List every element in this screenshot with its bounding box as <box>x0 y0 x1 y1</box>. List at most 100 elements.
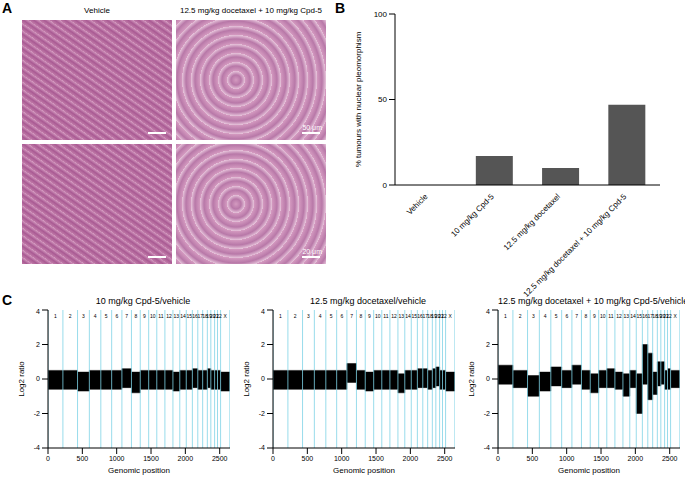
svg-text:2: 2 <box>36 341 40 348</box>
svg-text:12.5 mg/kg docetaxel + 10 mg/k: 12.5 mg/kg docetaxel + 10 mg/kg Cpd-5 <box>521 192 628 299</box>
svg-text:500: 500 <box>76 455 88 462</box>
svg-text:6: 6 <box>340 313 343 319</box>
svg-text:Genomic position: Genomic position <box>108 466 170 475</box>
svg-text:Vehicle: Vehicle <box>405 192 430 217</box>
svg-text:500: 500 <box>526 455 538 462</box>
svg-text:-2: -2 <box>34 410 40 417</box>
svg-text:5: 5 <box>105 313 108 319</box>
svg-text:1500: 1500 <box>593 455 609 462</box>
svg-text:11: 11 <box>608 313 613 319</box>
svg-text:14: 14 <box>180 313 186 319</box>
svg-text:Log2 ratio: Log2 ratio <box>242 361 251 397</box>
svg-text:4: 4 <box>319 313 322 319</box>
svg-text:4: 4 <box>94 313 97 319</box>
svg-text:-4: -4 <box>34 444 40 451</box>
svg-text:0: 0 <box>261 375 265 382</box>
svg-text:X: X <box>449 313 453 319</box>
svg-text:2: 2 <box>294 313 297 319</box>
svg-text:10 mg/kg Cpd-5: 10 mg/kg Cpd-5 <box>449 192 496 239</box>
svg-text:7: 7 <box>350 313 353 319</box>
svg-text:1500: 1500 <box>368 455 384 462</box>
svg-text:22: 22 <box>216 313 222 319</box>
svg-text:14: 14 <box>630 313 636 319</box>
svg-text:0: 0 <box>486 375 490 382</box>
svg-text:2000: 2000 <box>403 455 419 462</box>
svg-text:3: 3 <box>532 313 535 319</box>
svg-text:1500: 1500 <box>143 455 159 462</box>
svg-text:-4: -4 <box>484 444 490 451</box>
svg-text:14: 14 <box>405 313 411 319</box>
svg-text:Log2 ratio: Log2 ratio <box>17 361 26 397</box>
svg-text:Genomic position: Genomic position <box>333 466 395 475</box>
svg-text:10: 10 <box>375 313 381 319</box>
svg-text:13: 13 <box>624 313 630 319</box>
svg-text:Genomic position: Genomic position <box>558 466 620 475</box>
svg-text:5: 5 <box>555 313 558 319</box>
svg-text:4: 4 <box>261 308 265 315</box>
svg-text:1: 1 <box>504 313 507 319</box>
svg-text:4: 4 <box>486 308 490 315</box>
svg-text:% tumours with nuclear pleomor: % tumours with nuclear pleomorphism <box>354 31 363 167</box>
svg-text:50: 50 <box>378 95 387 104</box>
svg-text:12: 12 <box>616 313 622 319</box>
svg-text:13: 13 <box>399 313 405 319</box>
svg-text:0: 0 <box>496 455 500 462</box>
svg-text:22: 22 <box>666 313 672 319</box>
svg-text:0: 0 <box>383 181 388 190</box>
html-text:12.5 mg/kg docetaxel/vehicle: 12.5 mg/kg docetaxel/vehicle <box>310 296 426 306</box>
svg-text:11: 11 <box>158 313 163 319</box>
svg-text:2500: 2500 <box>662 455 677 462</box>
svg-text:8: 8 <box>584 313 587 319</box>
svg-text:9: 9 <box>143 313 146 319</box>
svg-text:1: 1 <box>279 313 282 319</box>
svg-text:4: 4 <box>544 313 547 319</box>
svg-text:2: 2 <box>519 313 522 319</box>
svg-text:1000: 1000 <box>109 455 125 462</box>
svg-text:Log2 ratio: Log2 ratio <box>467 361 476 397</box>
html-text:A: A <box>2 0 13 16</box>
svg-text:2500: 2500 <box>437 455 453 462</box>
svg-text:1000: 1000 <box>334 455 350 462</box>
svg-text:0: 0 <box>271 455 275 462</box>
svg-text:100: 100 <box>374 10 388 19</box>
svg-text:2000: 2000 <box>178 455 194 462</box>
html-text:10 mg/kg Cpd-5/vehicle: 10 mg/kg Cpd-5/vehicle <box>95 296 191 306</box>
svg-text:0: 0 <box>46 455 50 462</box>
html-text:C: C <box>2 292 13 308</box>
svg-text:10: 10 <box>600 313 606 319</box>
svg-text:10: 10 <box>150 313 156 319</box>
svg-text:12: 12 <box>391 313 397 319</box>
svg-text:5: 5 <box>330 313 333 319</box>
svg-text:6: 6 <box>565 313 568 319</box>
svg-text:1: 1 <box>54 313 57 319</box>
svg-text:-2: -2 <box>259 410 265 417</box>
svg-text:8: 8 <box>134 313 137 319</box>
html-text:B: B <box>335 0 346 16</box>
svg-text:13: 13 <box>174 313 180 319</box>
svg-text:8: 8 <box>359 313 362 319</box>
svg-text:12: 12 <box>166 313 172 319</box>
svg-text:500: 500 <box>301 455 313 462</box>
svg-text:1000: 1000 <box>559 455 575 462</box>
svg-text:2500: 2500 <box>212 455 228 462</box>
svg-text:0: 0 <box>36 375 40 382</box>
svg-text:9: 9 <box>593 313 596 319</box>
svg-text:X: X <box>224 313 228 319</box>
svg-text:3: 3 <box>307 313 310 319</box>
svg-text:4: 4 <box>36 308 40 315</box>
svg-text:7: 7 <box>575 313 578 319</box>
svg-text:-2: -2 <box>484 410 490 417</box>
svg-text:9: 9 <box>368 313 371 319</box>
svg-text:6: 6 <box>115 313 118 319</box>
svg-text:X: X <box>674 313 677 319</box>
svg-text:2: 2 <box>261 341 265 348</box>
svg-text:7: 7 <box>125 313 128 319</box>
svg-text:3: 3 <box>82 313 85 319</box>
svg-text:2: 2 <box>69 313 72 319</box>
svg-text:22: 22 <box>441 313 447 319</box>
svg-text:2000: 2000 <box>628 455 644 462</box>
svg-text:12.5 mg/kg docetaxel: 12.5 mg/kg docetaxel <box>502 192 562 252</box>
svg-text:-4: -4 <box>259 444 265 451</box>
svg-text:2: 2 <box>486 341 490 348</box>
svg-text:11: 11 <box>383 313 388 319</box>
